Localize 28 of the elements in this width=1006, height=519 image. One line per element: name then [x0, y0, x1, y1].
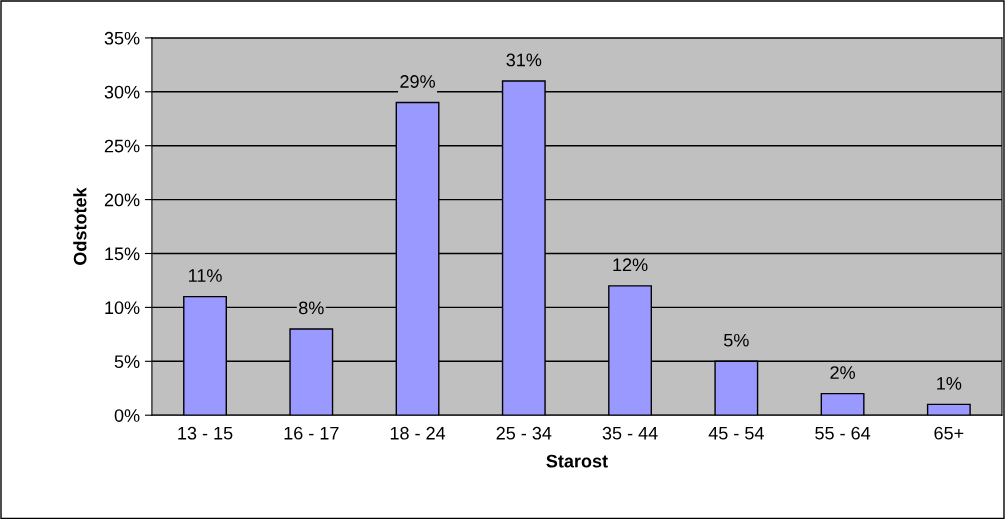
data-label: 5% — [724, 333, 749, 347]
data-label: 29% — [400, 75, 435, 88]
x-tick-label: 55 - 64 — [815, 426, 871, 440]
x-tick-label: 65+ — [934, 426, 964, 440]
y-tick-label: 20% — [104, 193, 140, 207]
data-label: 2% — [830, 366, 855, 379]
y-tick-label: 10% — [105, 301, 140, 315]
x-tick-label: 25 - 34 — [496, 426, 552, 440]
y-tick-label: 35% — [104, 31, 140, 45]
data-label: 8% — [299, 301, 324, 315]
bar — [820, 392, 865, 416]
x-axis-title: Starost — [546, 454, 608, 468]
x-tick-label: 16 - 17 — [284, 426, 339, 440]
x-tick-label: 45 - 54 — [708, 426, 764, 440]
x-tick-label: 35 - 44 — [602, 426, 658, 440]
data-label: 11% — [189, 269, 222, 282]
bar — [926, 403, 971, 416]
y-tick-label: 5% — [114, 355, 140, 369]
y-axis-title: Odstotek — [73, 187, 87, 265]
y-tick-label: 25% — [104, 139, 140, 153]
data-label: 1% — [937, 377, 962, 390]
y-tick-label: 30% — [104, 85, 140, 99]
data-label: 31% — [506, 53, 542, 67]
x-tick-label: 13 - 15 — [178, 426, 233, 440]
x-tick-label: 18 - 24 — [390, 426, 446, 440]
y-tick-label: 0% — [114, 409, 140, 422]
y-tick-label: 15% — [105, 247, 140, 261]
data-label: 12% — [613, 258, 648, 272]
